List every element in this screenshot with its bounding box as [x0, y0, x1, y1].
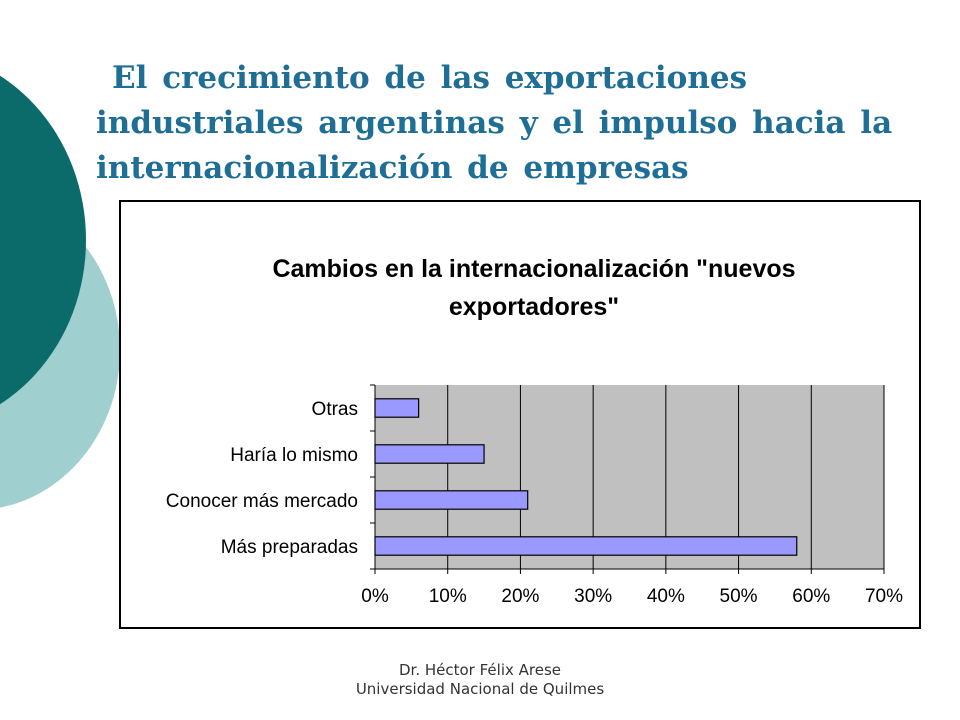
x-tick-label: 50%: [720, 586, 758, 607]
x-tick-label: 10%: [429, 586, 467, 607]
x-tick-label: 0%: [361, 586, 389, 607]
footer-institution: Universidad Nacional de Quilmes: [355, 680, 605, 698]
slide-title: El crecimiento de las exportaciones indu…: [96, 60, 893, 186]
category-label: Otras: [312, 399, 358, 420]
bar: [374, 490, 529, 510]
x-tick-label: 40%: [647, 586, 685, 607]
footer-author: Dr. Héctor Félix Arese: [398, 661, 561, 679]
chart-frame: Cambios en la internacionalización "nuev…: [119, 200, 921, 629]
bar: [374, 444, 485, 464]
x-tick-label: 30%: [574, 586, 612, 607]
bar: [374, 398, 420, 418]
category-label: Haría lo mismo: [230, 445, 358, 466]
x-tick-label: 20%: [501, 586, 539, 607]
category-label: Conocer más mercado: [166, 491, 358, 512]
bar-chart: Cambios en la internacionalización "nuev…: [166, 255, 903, 607]
x-tick-label: 70%: [865, 586, 903, 607]
footer: Dr. Héctor Félix Arese Universidad Nacio…: [0, 661, 960, 699]
x-axis: 0% 10% 20% 30% 40% 50% 60% 70%: [361, 568, 903, 607]
x-tick-label: 60%: [792, 586, 830, 607]
bar: [374, 536, 798, 556]
chart-title-line: exportadores": [449, 293, 619, 321]
bars: [374, 398, 798, 556]
chart-title: Cambios en la internacionalización "nuev…: [272, 255, 795, 321]
y-axis: Más preparadas Conocer más mercado Haría l…: [166, 384, 376, 570]
category-label: Más preparadas: [221, 537, 358, 558]
chart-title-line: Cambios en la internacionalización "nuev…: [272, 255, 795, 283]
